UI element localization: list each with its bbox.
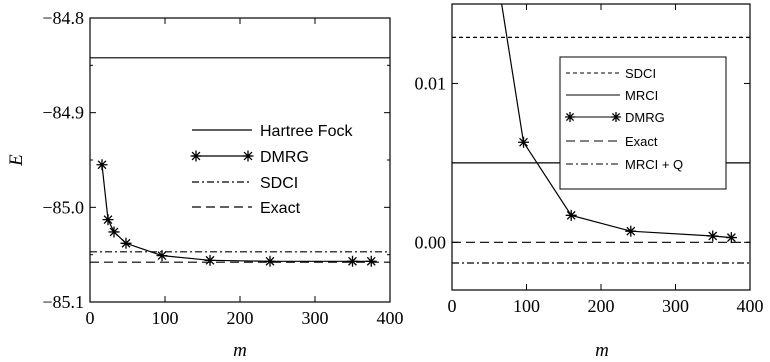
right-x-tick-label: 400 bbox=[737, 296, 764, 316]
left-x-tick-label: 100 bbox=[152, 308, 179, 328]
right-x-tick-label: 200 bbox=[588, 296, 615, 316]
left-legend-marker bbox=[242, 150, 254, 162]
left-y-tick-label: −84.9 bbox=[42, 103, 84, 123]
left-dmrg-marker bbox=[347, 255, 358, 267]
left-legend-label: Exact bbox=[260, 200, 301, 217]
left-dmrg-marker bbox=[264, 255, 276, 267]
right-legend-label: Exact bbox=[625, 134, 658, 149]
right-legend-marker bbox=[565, 112, 575, 122]
left-x-tick-label: 300 bbox=[302, 308, 329, 328]
left-legend: Hartree Fock DMRG SDCI Exact bbox=[190, 123, 353, 217]
left-y-tick-label: −84.8 bbox=[42, 8, 84, 28]
right-panel: 0 100 200 300 400 0.01 0.00 SDCI MRCI DMRG Exact MR… bbox=[415, 3, 764, 361]
right-dmrg-marker bbox=[625, 225, 637, 237]
right-y-tick-label: 0.00 bbox=[415, 232, 447, 252]
left-dmrg-marker bbox=[120, 237, 132, 249]
left-x-tick-label: 400 bbox=[377, 308, 404, 328]
left-legend-label: SDCI bbox=[260, 175, 298, 192]
left-dmrg-marker bbox=[96, 159, 108, 171]
right-legend-label: DMRG bbox=[625, 110, 665, 125]
right-dmrg-marker bbox=[725, 232, 737, 244]
right-y-tick-label: 0.01 bbox=[415, 73, 447, 93]
right-x-tick-label: 300 bbox=[662, 296, 689, 316]
right-dmrg-marker bbox=[565, 209, 577, 221]
right-legend-label: MRCI + Q bbox=[625, 157, 683, 172]
right-legend-box bbox=[559, 56, 727, 190]
left-y-tick-label: −85.0 bbox=[42, 197, 84, 217]
left-x-tick-label: 200 bbox=[227, 308, 254, 328]
right-dmrg-marker bbox=[707, 230, 719, 242]
left-plot-frame bbox=[89, 17, 391, 303]
left-legend-label: DMRG bbox=[260, 149, 309, 166]
left-x-axis-label: m bbox=[233, 340, 247, 361]
right-legend-label: MRCI bbox=[625, 88, 658, 103]
right-legend: SDCI MRCI DMRG Exact MRCI + Q bbox=[559, 56, 727, 190]
right-x-tick-label: 100 bbox=[513, 296, 540, 316]
right-plot-frame bbox=[451, 3, 751, 291]
left-y-tick-label: −85.1 bbox=[42, 292, 84, 312]
right-dmrg-marker bbox=[518, 136, 530, 148]
left-dmrg-marker bbox=[108, 226, 120, 238]
right-legend-label: SDCI bbox=[625, 66, 656, 81]
left-dmrg-marker bbox=[365, 255, 377, 267]
right-legend-marker bbox=[611, 112, 621, 122]
right-x-tick-label: 0 bbox=[448, 296, 457, 316]
left-dmrg-marker bbox=[156, 250, 168, 262]
left-series-dmrg bbox=[101, 164, 372, 262]
left-dmrg-marker bbox=[204, 254, 216, 266]
left-x-tick-label: 0 bbox=[86, 308, 95, 328]
left-legend-marker bbox=[190, 150, 202, 162]
left-y-axis-label: E bbox=[6, 154, 27, 167]
right-x-axis-label: m bbox=[595, 340, 609, 361]
left-panel: 0 100 200 300 400 −84.8 −84.9 −85.0 −85.1 Hartree… bbox=[6, 8, 404, 361]
left-dmrg-marker bbox=[102, 214, 114, 226]
left-legend-label: Hartree Fock bbox=[260, 123, 353, 140]
